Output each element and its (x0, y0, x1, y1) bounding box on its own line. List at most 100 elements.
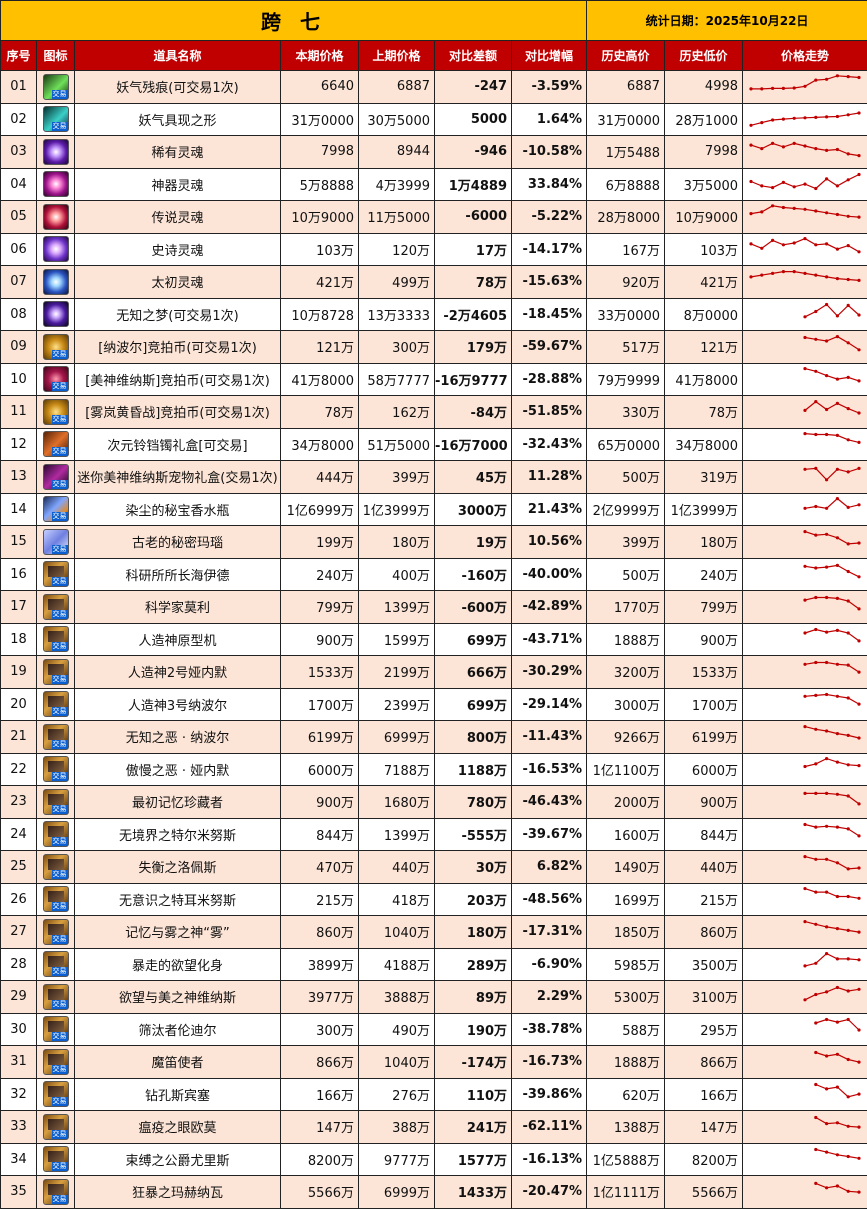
trend-point (846, 244, 850, 248)
trend-point (825, 757, 829, 761)
trend-line (804, 758, 860, 768)
trend-point (857, 930, 861, 934)
price-trend-sparkline (803, 303, 861, 319)
price-trend-sparkline (803, 693, 861, 706)
item-name: 人造神2号娅内默 (74, 655, 281, 689)
price-diff: 1433万 (434, 1175, 512, 1209)
price-trend-sparkline (803, 985, 861, 1002)
trend-point (825, 477, 829, 482)
previous-price: 51万5000 (358, 427, 435, 461)
trend-point (814, 825, 818, 829)
trend-point (825, 148, 829, 152)
price-trend-cell (742, 1142, 867, 1176)
tradable-tag: 交易 (51, 1129, 68, 1139)
trend-point (846, 827, 850, 831)
price-trend-sparkline (749, 269, 861, 282)
trend-point (814, 791, 818, 795)
table-row: 14 交易 染尘的秘宝香水瓶 1亿6999万 1亿3999万 3000万 21.43% 2亿9… (0, 492, 867, 526)
current-price: 1亿6999万 (280, 492, 359, 526)
price-diff: -600万 (434, 590, 512, 624)
previous-price: 276万 (358, 1077, 435, 1111)
price-diff: 203万 (434, 882, 512, 916)
trend-point (846, 570, 850, 574)
trend-line (804, 433, 860, 444)
icon-cell: 交易 (36, 785, 75, 819)
trend-point (846, 1095, 850, 1099)
icon-cell: 交易 (36, 622, 75, 656)
price-trend-sparkline (803, 724, 861, 740)
item-name: 最初记忆珍藏者 (74, 785, 281, 819)
price-trend-cell (742, 200, 867, 234)
red-soul-orb-icon (42, 203, 69, 230)
previous-price: 180万 (358, 525, 435, 559)
trend-point (803, 854, 807, 858)
history-high: 399万 (586, 525, 666, 559)
price-trend-cell (742, 70, 867, 104)
price-diff: -84万 (434, 395, 512, 429)
price-trend-sparkline (803, 628, 861, 643)
tradable-tag: 交易 (51, 447, 68, 457)
trend-point (846, 794, 850, 798)
col-header-trend: 价格走势 (742, 40, 867, 71)
row-index: 09 (0, 330, 37, 364)
icon-cell: 交易 (36, 362, 75, 396)
trend-point (835, 1085, 840, 1089)
trend-point (803, 631, 807, 635)
history-low: 215万 (664, 882, 744, 916)
table-row: 09 交易 [纳波尔]竞拍币(可交易1次) 121万 300万 179万 -59.67% 51… (0, 330, 867, 364)
trend-point (803, 237, 807, 241)
previous-price: 58万7777 (358, 362, 435, 396)
price-diff: 110万 (434, 1077, 512, 1111)
trend-point (857, 111, 861, 115)
trend-point (792, 86, 796, 90)
trend-point (857, 411, 861, 415)
price-change-pct: -16.53% (510, 752, 588, 786)
table-row: 10 交易 [美神维纳斯]竞拍币(可交易1次) 41万8000 58万7777 -16万9… (0, 362, 867, 396)
title-row: 跨 七 统计日期：2025年10月22日 (0, 0, 867, 41)
col-header-current: 本期价格 (280, 40, 359, 71)
price-change-pct: 11.28% (510, 460, 588, 494)
card-icon: 交易 (42, 1081, 69, 1108)
price-diff: -16万9777 (434, 362, 512, 396)
trend-point (814, 116, 818, 120)
history-high: 588万 (586, 1012, 666, 1046)
trend-point (781, 145, 786, 149)
history-low: 295万 (664, 1012, 744, 1046)
trend-point (814, 146, 818, 150)
row-index: 21 (0, 720, 37, 754)
history-high: 3000万 (586, 687, 666, 721)
previous-price: 1040万 (358, 1045, 435, 1079)
row-index: 06 (0, 232, 37, 266)
history-low: 3500万 (664, 947, 744, 981)
crimson-coin-icon: 交易 (42, 366, 69, 393)
current-price: 1700万 (280, 687, 359, 721)
history-low: 4998 (664, 70, 744, 104)
trend-point (825, 925, 829, 929)
icon-cell (36, 265, 75, 299)
icon-cell: 交易 (36, 915, 75, 949)
tradable-tag: 交易 (51, 869, 68, 879)
trend-point (835, 1153, 840, 1157)
price-change-pct: -48.56% (510, 882, 588, 916)
trend-point (846, 989, 850, 993)
icon-cell: 交易 (36, 687, 75, 721)
trend-point (857, 347, 861, 352)
previous-price: 400万 (358, 557, 435, 591)
price-change-pct: -15.63% (510, 265, 588, 299)
price-diff: 19万 (434, 525, 512, 559)
card-icon: 交易 (42, 853, 69, 880)
row-index: 05 (0, 200, 37, 234)
history-high: 920万 (586, 265, 666, 299)
trend-line (804, 565, 860, 578)
current-price: 6640 (280, 70, 359, 104)
price-change-pct: 10.56% (510, 525, 588, 559)
trend-point (846, 178, 850, 182)
history-high: 1490万 (586, 850, 666, 884)
previous-price: 1040万 (358, 915, 435, 949)
previous-price: 300万 (358, 330, 435, 364)
trend-point (857, 541, 861, 545)
tradable-tag: 交易 (51, 642, 68, 652)
table-row: 07 太初灵魂 421万 499万 78万 -15.63% 920万 421万 (0, 265, 867, 299)
price-change-pct: 2.29% (510, 980, 588, 1014)
item-name: 筛汰者伦迪尔 (74, 1012, 281, 1046)
